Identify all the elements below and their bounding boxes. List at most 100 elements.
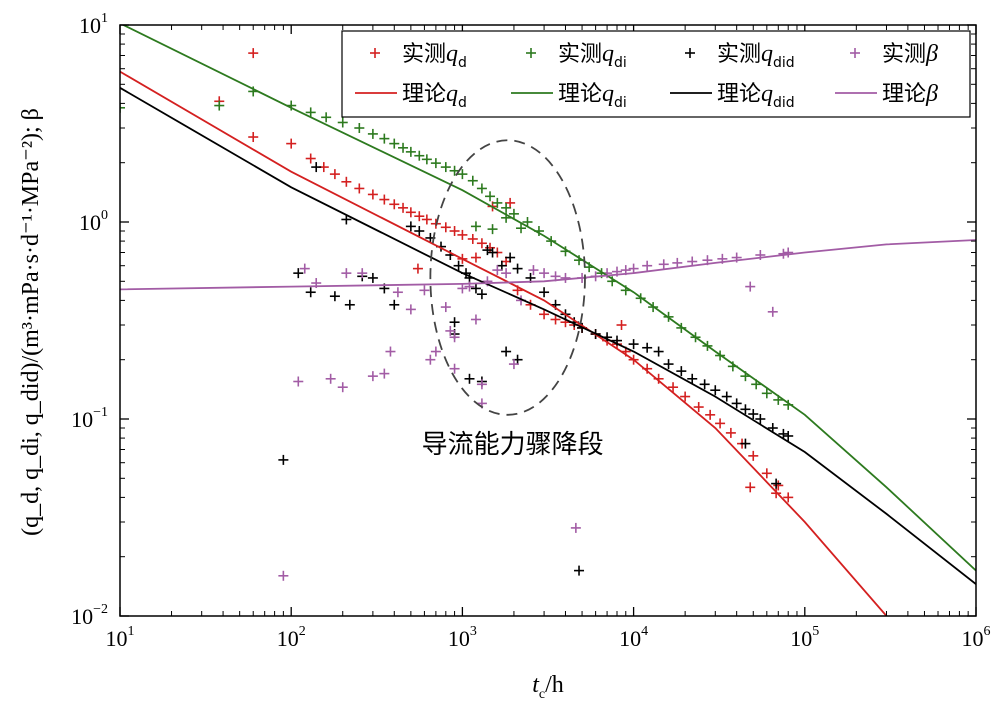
- data-point: [476, 289, 487, 300]
- data-point: [405, 146, 416, 157]
- data-point: [449, 165, 460, 176]
- data-point: [740, 438, 751, 449]
- legend-marker-icon: [850, 48, 860, 58]
- y-tick-label: 10−2: [71, 602, 108, 629]
- data-point: [663, 359, 674, 370]
- x-tick-label: 102: [277, 624, 306, 651]
- data-point: [725, 427, 736, 438]
- data-point: [421, 154, 432, 165]
- legend-item: 理论β: [835, 81, 938, 107]
- data-point: [745, 482, 756, 493]
- y-label-text: (q_d, q_di, q_did)/(m³·mPa·s·d⁻¹·MPa⁻²);…: [18, 108, 44, 536]
- legend-label: 理论qd: [402, 81, 467, 111]
- y-tick-label: 101: [79, 11, 108, 38]
- data-point: [305, 287, 316, 298]
- data-point: [748, 409, 759, 420]
- data-point: [560, 272, 571, 283]
- data-point: [642, 342, 653, 353]
- data-point: [512, 263, 523, 274]
- data-point: [419, 285, 430, 296]
- data-point: [516, 223, 527, 234]
- legend-label: 实测qdid: [717, 41, 795, 71]
- data-point: [278, 454, 289, 465]
- x-tick-label: 101: [106, 624, 135, 651]
- data-point: [487, 247, 498, 258]
- data-point: [325, 373, 336, 384]
- theory-line: [120, 239, 976, 291]
- data-point: [329, 291, 340, 302]
- data-point: [467, 233, 478, 244]
- data-point: [687, 373, 698, 384]
- legend-label: 实测qdi: [558, 41, 627, 71]
- series-6: [120, 87, 976, 585]
- data-point: [505, 252, 516, 263]
- legend-item: 理论qdi: [511, 81, 627, 111]
- data-point: [414, 211, 425, 222]
- x-tick-label: 104: [619, 624, 648, 651]
- data-point: [476, 379, 487, 390]
- legend-item: 理论qdid: [670, 81, 795, 111]
- data-point: [457, 169, 468, 180]
- data-point: [476, 183, 487, 194]
- data-point: [449, 317, 460, 328]
- data-point: [379, 133, 390, 144]
- y-tick-label: 100: [79, 208, 108, 235]
- data-point: [367, 371, 378, 382]
- data-point: [745, 281, 756, 292]
- data-point: [398, 202, 409, 213]
- data-point: [482, 245, 493, 256]
- data-point: [440, 302, 451, 313]
- data-point: [389, 138, 400, 149]
- data-point: [731, 398, 742, 409]
- plot-frame: [119, 24, 977, 617]
- legend-item: 实测qdid: [685, 41, 795, 71]
- data-point: [783, 430, 794, 441]
- legend-item: 理论qd: [355, 81, 467, 111]
- theory-line: [121, 25, 976, 572]
- data-point: [687, 256, 698, 267]
- data-point: [341, 268, 352, 279]
- series-1: [120, 86, 794, 410]
- legend-box: [341, 30, 971, 118]
- data-point: [470, 283, 481, 294]
- data-point: [487, 224, 498, 235]
- data-point: [367, 189, 378, 200]
- data-point: [715, 418, 726, 429]
- data-point: [449, 332, 460, 343]
- legend-label: 实测β: [882, 41, 938, 67]
- axis-ticks: 101 102 103 104 105 106 101 100 10−1 10−2: [71, 11, 990, 651]
- legend-label: 理论qdid: [717, 81, 795, 111]
- data-point: [457, 229, 468, 240]
- legend-item: 实测qdi: [526, 41, 627, 71]
- data-point: [430, 158, 441, 169]
- legend-label: 实测qd: [402, 41, 467, 71]
- data-point: [367, 128, 378, 139]
- data-point: [470, 221, 481, 232]
- data-point: [676, 366, 687, 377]
- data-point: [783, 492, 794, 503]
- x-tick-label: 105: [790, 624, 819, 651]
- data-point: [616, 320, 627, 331]
- data-point: [501, 346, 512, 357]
- data-point: [414, 150, 425, 161]
- x-axis-label: tc/h: [532, 672, 564, 702]
- data-point: [341, 176, 352, 187]
- data-point: [470, 314, 481, 325]
- data-point: [485, 242, 496, 253]
- series-0: [214, 48, 794, 503]
- data-point: [705, 409, 716, 420]
- data-point: [337, 117, 348, 128]
- data-point: [248, 132, 259, 143]
- legend: 实测qd 实测qdi 实测qdid 实测β 理论qd 理论qdi 理论qdid 理论β: [341, 30, 971, 118]
- legend-marker-icon: [526, 48, 536, 58]
- legend-item: 实测β: [850, 41, 938, 67]
- legend-label: 理论qdi: [558, 81, 627, 111]
- annotation-text: 导流能力骤降段: [422, 430, 604, 460]
- data-point: [453, 260, 464, 271]
- data-point: [574, 565, 585, 576]
- data-point: [457, 283, 468, 294]
- legend-marker-icon: [370, 48, 380, 58]
- x-label-text: tc/h: [532, 672, 564, 702]
- data-point: [357, 268, 368, 279]
- y-tick-label: 10−1: [71, 405, 108, 432]
